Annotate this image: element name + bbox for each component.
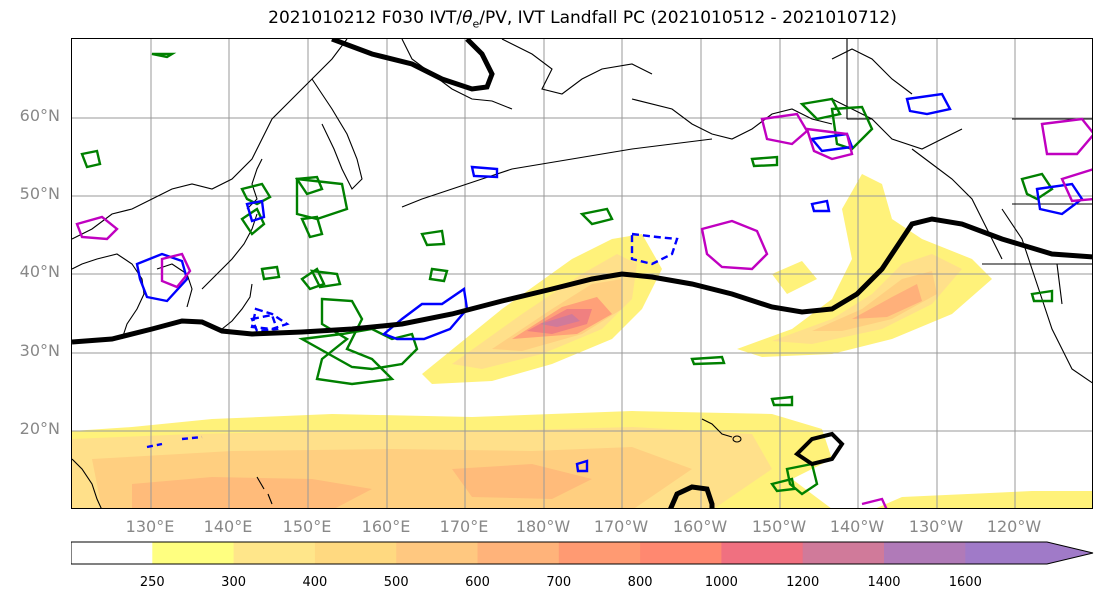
lon-label-140w: 140°W — [829, 517, 885, 536]
lon-label-150e: 150°E — [282, 517, 332, 536]
coastlines — [72, 39, 1092, 508]
colorbar-cell — [721, 542, 804, 564]
lon-label-170w: 170°W — [593, 517, 649, 536]
colorbar-cell — [802, 542, 885, 564]
lat-label-60n: 60°N — [19, 106, 60, 125]
colorbar-tick-label: 1400 — [867, 575, 901, 590]
lon-label-130e: 130°E — [125, 517, 175, 536]
ivt-colorbar — [71, 541, 1094, 565]
colorbar-cell — [71, 542, 153, 564]
pv-magenta-contours — [75, 112, 1092, 508]
colorbar-tick-label: 800 — [627, 575, 653, 590]
colorbar-tick-label: 250 — [139, 575, 165, 590]
colorbar-cell — [396, 542, 478, 564]
map-canvas — [72, 39, 1092, 508]
colorbar-cell — [152, 542, 235, 564]
colorbar-tick-label: 1200 — [786, 575, 820, 590]
pv-green-contours — [80, 52, 1054, 496]
colorbar-tick-label: 600 — [465, 575, 490, 590]
colorbar-cell — [233, 542, 316, 564]
colorbar-tick-label: 700 — [546, 575, 572, 590]
lat-label-20n: 20°N — [19, 419, 60, 438]
map-panel — [71, 38, 1093, 509]
lon-label-150w: 150°W — [751, 517, 807, 536]
colorbar-tick-label: 500 — [383, 575, 409, 590]
colorbar-cell — [640, 542, 722, 564]
map-title: 2021010212 F030 IVT/θe/PV, IVT Landfall … — [268, 8, 897, 31]
pv-blue-contours — [135, 92, 1084, 473]
colorbar-cell — [884, 542, 966, 564]
lon-label-160e: 160°E — [361, 517, 411, 536]
lon-label-130w: 130°W — [908, 517, 964, 536]
theta-e-contour — [72, 39, 1092, 508]
lon-label-180w: 180°W — [515, 517, 571, 536]
graticule — [72, 39, 1092, 508]
colorbar-cell — [477, 542, 560, 564]
lat-label-50n: 50°N — [19, 184, 60, 203]
colorbar-cell — [314, 542, 397, 564]
colorbar-tick-label: 300 — [221, 575, 247, 590]
colorbar-cell — [965, 542, 1093, 564]
colorbar-tick-label: 1000 — [704, 575, 738, 590]
lon-label-160w: 160°W — [672, 517, 728, 536]
lat-label-30n: 30°N — [19, 341, 60, 360]
lon-label-120w: 120°W — [986, 517, 1042, 536]
colorbar-cell — [558, 542, 641, 564]
colorbar-tick-label: 400 — [302, 575, 328, 590]
lat-label-40n: 40°N — [19, 262, 60, 281]
ivt-shading — [72, 174, 1092, 508]
lon-label-140e: 140°E — [203, 517, 253, 536]
lon-label-170e: 170°E — [439, 517, 489, 536]
colorbar-tick-label: 1600 — [948, 575, 982, 590]
